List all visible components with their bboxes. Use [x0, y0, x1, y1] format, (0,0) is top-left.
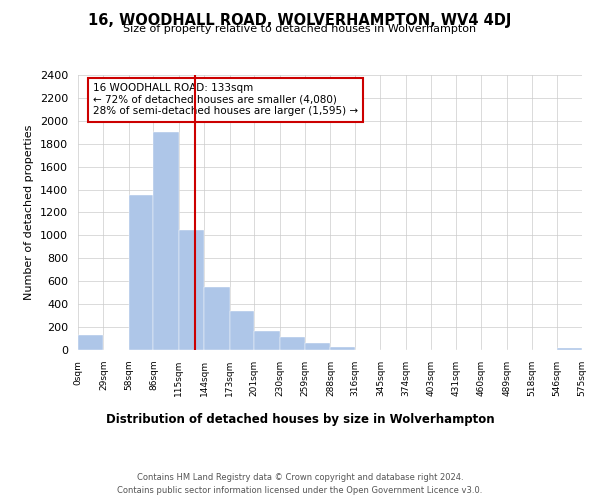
Y-axis label: Number of detached properties: Number of detached properties: [25, 125, 34, 300]
Bar: [78, 335, 103, 350]
Text: 16, WOODHALL ROAD, WOLVERHAMPTON, WV4 4DJ: 16, WOODHALL ROAD, WOLVERHAMPTON, WV4 4D…: [88, 12, 512, 28]
Bar: [129, 196, 154, 350]
Bar: [557, 348, 582, 350]
Text: Distribution of detached houses by size in Wolverhampton: Distribution of detached houses by size …: [106, 412, 494, 426]
Bar: [305, 343, 331, 350]
Text: Size of property relative to detached houses in Wolverhampton: Size of property relative to detached ho…: [124, 24, 476, 34]
Bar: [154, 132, 179, 350]
Text: Contains HM Land Registry data © Crown copyright and database right 2024.: Contains HM Land Registry data © Crown c…: [137, 472, 463, 482]
Text: 16 WOODHALL ROAD: 133sqm
← 72% of detached houses are smaller (4,080)
28% of sem: 16 WOODHALL ROAD: 133sqm ← 72% of detach…: [93, 83, 358, 116]
Bar: [230, 311, 254, 350]
Bar: [254, 330, 280, 350]
Bar: [331, 346, 355, 350]
Bar: [280, 338, 305, 350]
Bar: [204, 287, 230, 350]
Bar: [179, 230, 204, 350]
Text: Contains public sector information licensed under the Open Government Licence v3: Contains public sector information licen…: [118, 486, 482, 495]
